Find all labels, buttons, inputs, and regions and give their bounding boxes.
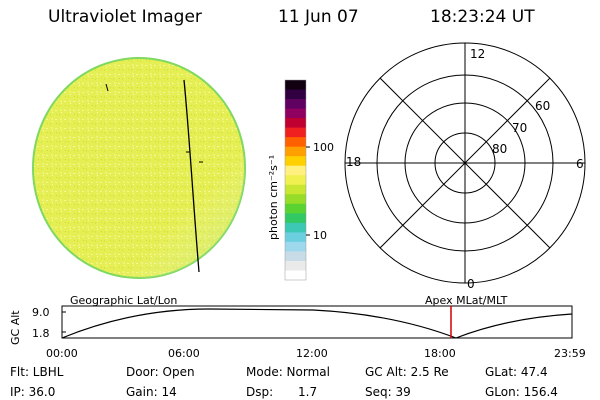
glon-readout: GLon: 156.4 (485, 385, 558, 399)
polar-label-0: 0 (467, 277, 475, 291)
limb-mark (105, 83, 109, 92)
timeline-xtick: 06:00 (168, 347, 200, 360)
colorbar-swatch (285, 194, 306, 205)
colorbar-swatch (285, 175, 306, 186)
colorbar-swatch (285, 118, 306, 129)
polar-label-18: 18 (346, 155, 361, 169)
gain-readout: Gain: 14 (126, 385, 177, 399)
timeline-xtick: 18:00 (424, 347, 456, 360)
colorbar-swatch (285, 184, 306, 195)
colorbar-swatch (285, 127, 306, 138)
colorbar-swatch (285, 80, 306, 91)
door-readout: Door: Open (126, 365, 195, 379)
seq-readout: Seq: 39 (365, 385, 411, 399)
mode-readout: Mode: Normal (246, 365, 330, 379)
colorbar-swatch (285, 203, 306, 214)
gc-alt-readout: GC Alt: 2.5 Re (365, 365, 449, 379)
colorbar-swatch (285, 137, 306, 148)
polar-label-6: 6 (576, 157, 584, 171)
ip-readout: IP: 36.0 (10, 385, 56, 399)
colorbar-swatch (285, 99, 306, 110)
timeline-right-title: Apex MLat/MLT (425, 294, 508, 307)
colorbar-swatch (285, 241, 306, 252)
filter-readout: Flt: LBHL (10, 365, 64, 379)
colorbar-swatch (285, 89, 306, 100)
colorbar-swatch (285, 108, 306, 119)
colorbar-swatch (285, 222, 306, 233)
colorbar-unit-label: photon cm⁻²s⁻¹ (267, 155, 280, 240)
colorbar (284, 79, 307, 281)
timeline-ylabel: GC Alt (9, 310, 22, 345)
terminator-line (183, 79, 200, 273)
polar-label-60: 60 (535, 99, 550, 113)
date-label: 11 Jun 07 (278, 7, 359, 27)
colorbar-swatch (285, 146, 306, 157)
timeline-ytick-top: 9.0 (32, 306, 50, 319)
timeline-xtick: 23:59 (554, 347, 586, 360)
altitude-curve (61, 308, 573, 339)
colorbar-swatch (285, 213, 306, 224)
colorbar-swatch (285, 156, 306, 167)
colorbar-swatch (285, 232, 306, 243)
timeline-left-title: Geographic Lat/Lon (70, 294, 177, 307)
timeline-xtick: 12:00 (296, 347, 328, 360)
colorbar-tick-label-10: 10 (313, 229, 327, 242)
polar-label-80: 80 (492, 142, 507, 156)
glat-readout: GLat: 47.4 (485, 365, 548, 379)
altitude-timeline (61, 305, 573, 339)
dsp-value: 1.7 (298, 385, 318, 399)
colorbar-swatch (285, 270, 306, 281)
dsp-label: Dsp: (246, 385, 274, 399)
time-label: 18:23:24 UT (430, 7, 535, 27)
colorbar-swatch (285, 251, 306, 262)
timeline-xtick: 00:00 (46, 347, 78, 360)
app-title: Ultraviolet Imager (48, 7, 202, 27)
colorbar-tick-label-100: 100 (313, 141, 334, 154)
polar-label-70: 70 (512, 121, 527, 135)
polar-label-12: 12 (470, 47, 485, 61)
colorbar-swatch (285, 260, 306, 271)
colorbar-swatch (285, 165, 306, 176)
polar-plot (344, 42, 586, 284)
timeline-ytick-bottom: 1.8 (32, 327, 50, 340)
uv-image-disk (32, 57, 246, 279)
